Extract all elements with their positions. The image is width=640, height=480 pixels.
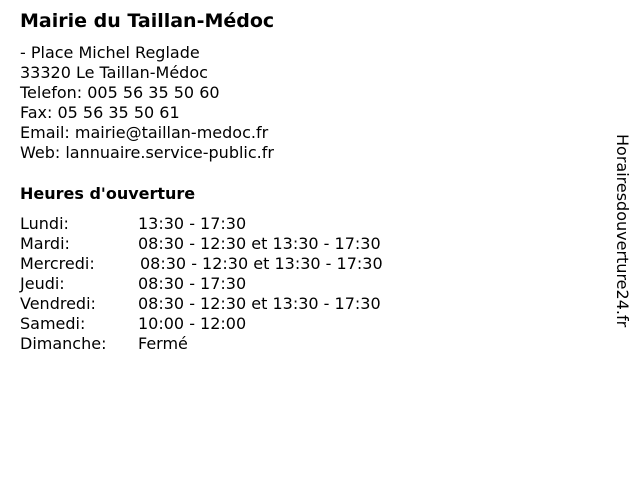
web: Web: lannuaire.service-public.fr: [20, 143, 274, 162]
fax: Fax: 05 56 35 50 61: [20, 103, 180, 122]
day-label: Lundi:: [20, 214, 69, 233]
hours-heading: Heures d'ouverture: [20, 184, 196, 203]
time-value: 08:30 - 12:30 et 13:30 - 17:30: [138, 234, 381, 253]
day-label: Vendredi:: [20, 294, 96, 313]
day-label: Jeudi:: [20, 274, 65, 293]
day-label: Mercredi:: [20, 254, 95, 273]
time-value: 08:30 - 12:30 et 13:30 - 17:30: [140, 254, 383, 273]
email: Email: mairie@taillan-medoc.fr: [20, 123, 269, 142]
time-value: 08:30 - 17:30: [138, 274, 247, 293]
page-title: Mairie du Taillan-Médoc: [20, 10, 275, 32]
city: 33320 Le Taillan-Médoc: [20, 63, 208, 82]
time-value: Fermé: [138, 334, 188, 353]
phone: Telefon: 005 56 35 50 60: [20, 83, 220, 102]
day-label: Mardi:: [20, 234, 70, 253]
day-label: Samedi:: [20, 314, 86, 333]
time-value: 08:30 - 12:30 et 13:30 - 17:30: [138, 294, 381, 313]
street: - Place Michel Reglade: [20, 43, 200, 62]
day-label: Dimanche:: [20, 334, 107, 353]
side-brand-watermark: Horairesdouverture24.fr: [613, 134, 632, 328]
time-value: 13:30 - 17:30: [138, 214, 247, 233]
address-block: - Place Michel Reglade 33320 Le Taillan-…: [20, 43, 274, 163]
time-value: 10:00 - 12:00: [138, 314, 247, 333]
